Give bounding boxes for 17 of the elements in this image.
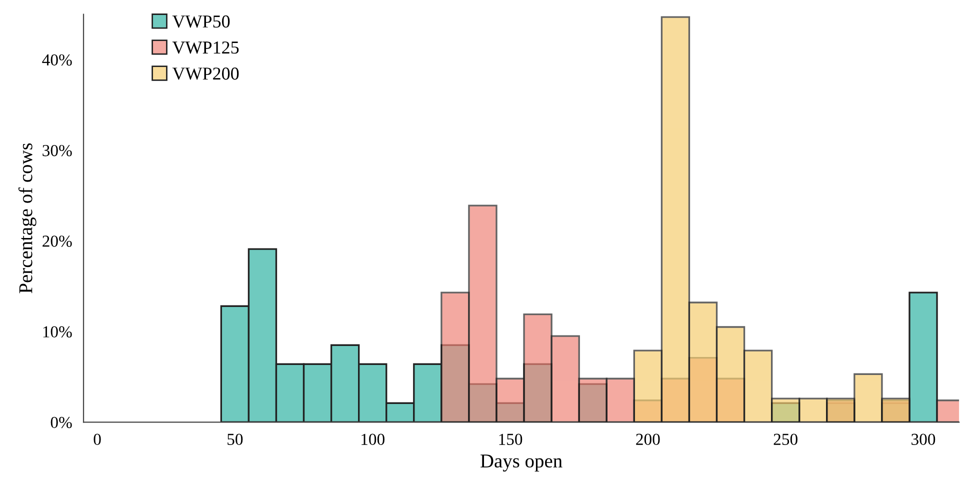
y-tick-label: 20%	[42, 236, 72, 247]
x-axis-title: Days open	[480, 454, 562, 472]
y-tick-label: 0%	[50, 416, 72, 428]
x-tick-label: 0	[94, 434, 101, 445]
y-tick-label: 40%	[42, 54, 72, 66]
x-tick-label: 100	[362, 434, 384, 445]
x-tick-label: 250	[774, 434, 798, 445]
x-tick-label: 300	[912, 434, 936, 445]
legend-label: VWP50	[172, 15, 230, 28]
x-tick-label: 200	[636, 434, 660, 445]
x-tick-label: 150	[499, 434, 522, 445]
legend-label: VWP125	[172, 42, 239, 54]
y-tick-label: 10%	[43, 326, 72, 338]
y-tick-label: 30%	[42, 144, 72, 156]
legend-label: VWP200	[172, 68, 239, 80]
y-axis-title: Percentage of cows	[18, 143, 36, 294]
x-tick-label: 50	[228, 434, 243, 445]
